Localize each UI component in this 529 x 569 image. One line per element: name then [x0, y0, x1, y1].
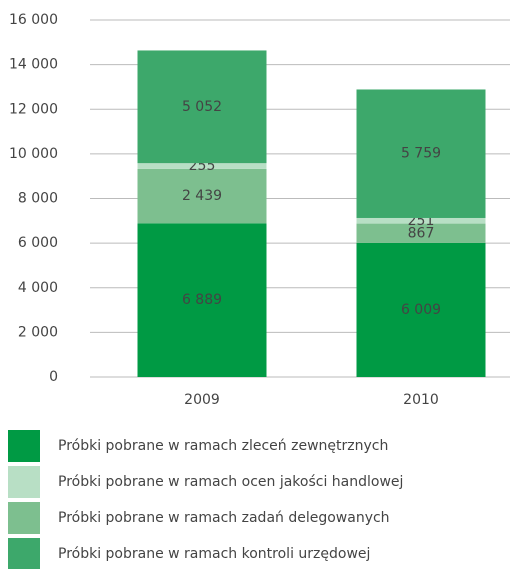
bar-segment [137, 163, 267, 169]
data-label: 867 [408, 225, 435, 241]
data-label: 6 009 [401, 302, 441, 318]
legend-swatch [8, 502, 40, 534]
data-label: 2 439 [182, 188, 222, 204]
x-tick-label: 2009 [184, 392, 220, 408]
bar-segment [137, 223, 267, 377]
data-label: 5 759 [401, 146, 441, 162]
data-label: 6 889 [182, 292, 222, 308]
legend-label: Próbki pobrane w ramach kontroli urzędow… [58, 546, 370, 562]
legend-label: Próbki pobrane w ramach zadań delegowany… [58, 510, 390, 526]
bar-segment [137, 168, 267, 224]
y-tick-label: 2 000 [18, 324, 58, 340]
data-label: 5 052 [182, 99, 222, 115]
y-tick-label: 10 000 [9, 146, 58, 162]
y-tick-label: 4 000 [18, 280, 58, 296]
y-tick-label: 12 000 [9, 101, 58, 117]
y-tick-label: 16 000 [9, 12, 58, 28]
x-tick-label: 2010 [403, 392, 439, 408]
bar-segment [356, 217, 486, 224]
legend-label: Próbki pobrane w ramach zleceń zewnętrzn… [58, 438, 388, 454]
bar-segment [137, 50, 267, 164]
legend-swatch [8, 430, 40, 462]
y-tick-label: 6 000 [18, 235, 58, 251]
y-tick-label: 0 [49, 369, 58, 385]
y-tick-label: 8 000 [18, 191, 58, 207]
y-tick-label: 14 000 [9, 57, 58, 73]
legend-swatch [8, 466, 40, 498]
bar-segment [356, 242, 486, 377]
legend-swatch [8, 538, 40, 569]
bar-segment [356, 223, 486, 243]
legend-label: Próbki pobrane w ramach ocen jakości han… [58, 474, 403, 490]
bar-segment [356, 89, 486, 218]
